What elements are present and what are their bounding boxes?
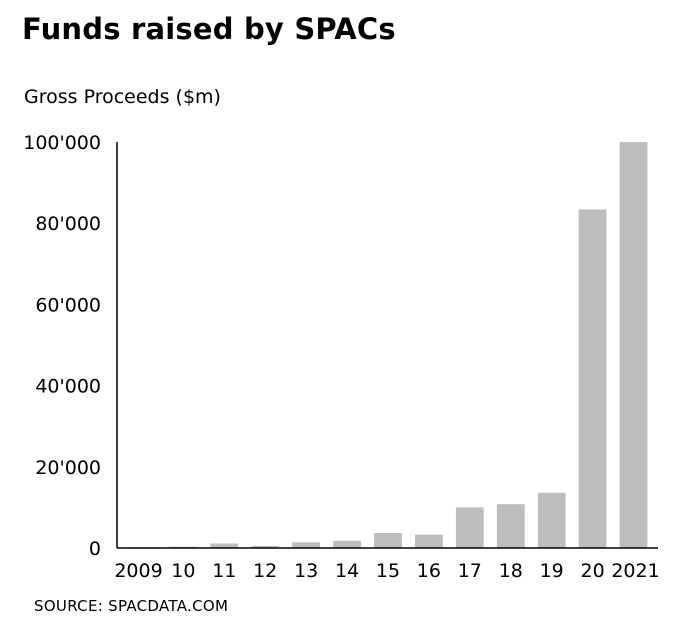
chart-title: Funds raised by SPACs [22, 12, 396, 46]
bar-2021 [619, 142, 648, 548]
y-tick-label: 60'000 [35, 294, 101, 316]
y-tick-labels: 0 20'000 40'000 60'000 80'000 100'000 [23, 132, 101, 560]
bar-12 [251, 546, 280, 548]
x-tick-label: 16 [417, 560, 441, 582]
bar-16 [415, 534, 443, 548]
bar-19 [537, 492, 566, 548]
x-tick-label: 14 [335, 560, 359, 582]
x-tick-label: 17 [458, 560, 482, 582]
bar-17 [455, 507, 484, 548]
y-tick-label: 40'000 [35, 376, 101, 398]
x-tick-label: 13 [294, 560, 318, 582]
y-tick-label: 80'000 [35, 213, 101, 235]
x-tick-label: 11 [212, 560, 236, 582]
y-tick-label: 20'000 [35, 457, 101, 479]
bar-18 [496, 504, 525, 548]
bar-14 [333, 540, 361, 548]
bar-13 [292, 542, 320, 548]
bar-15 [374, 533, 402, 548]
x-tick-label: 18 [499, 560, 523, 582]
x-tick-labels: 2009 10 11 12 13 14 15 16 17 18 19 20 2021 [114, 560, 659, 582]
x-tick-label: 10 [171, 560, 195, 582]
y-tick-label: 0 [89, 538, 101, 560]
x-tick-label: 12 [253, 560, 277, 582]
bar-11 [210, 543, 239, 548]
source-note: SOURCE: SPACDATA.COM [34, 597, 229, 615]
x-tick-label: 20 [581, 560, 605, 582]
y-axis-label: Gross Proceeds ($m) [24, 86, 221, 108]
x-tick-label: 15 [376, 560, 400, 582]
x-tick-label: 2009 [114, 560, 162, 582]
x-tick-label: 19 [540, 560, 564, 582]
bar-20 [578, 209, 607, 548]
y-tick-label: 100'000 [23, 132, 101, 154]
bars-group [128, 142, 648, 549]
x-tick-label: 2021 [611, 560, 659, 582]
